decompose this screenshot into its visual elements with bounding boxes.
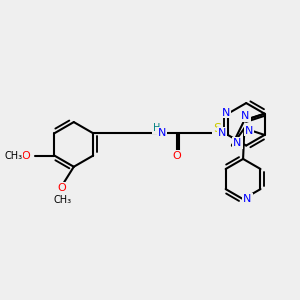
Text: CH₃: CH₃ (4, 151, 22, 160)
Text: O: O (21, 151, 30, 160)
Text: S: S (213, 122, 221, 135)
Text: N: N (245, 126, 253, 136)
Text: H: H (153, 123, 160, 133)
Text: N: N (243, 194, 252, 204)
Text: N: N (218, 128, 226, 138)
Text: N: N (221, 108, 230, 118)
Text: CH₃: CH₃ (53, 195, 71, 205)
Text: N: N (158, 128, 166, 138)
Text: O: O (57, 183, 66, 193)
Text: O: O (172, 151, 181, 160)
Text: N: N (233, 138, 242, 148)
Text: N: N (241, 111, 250, 121)
